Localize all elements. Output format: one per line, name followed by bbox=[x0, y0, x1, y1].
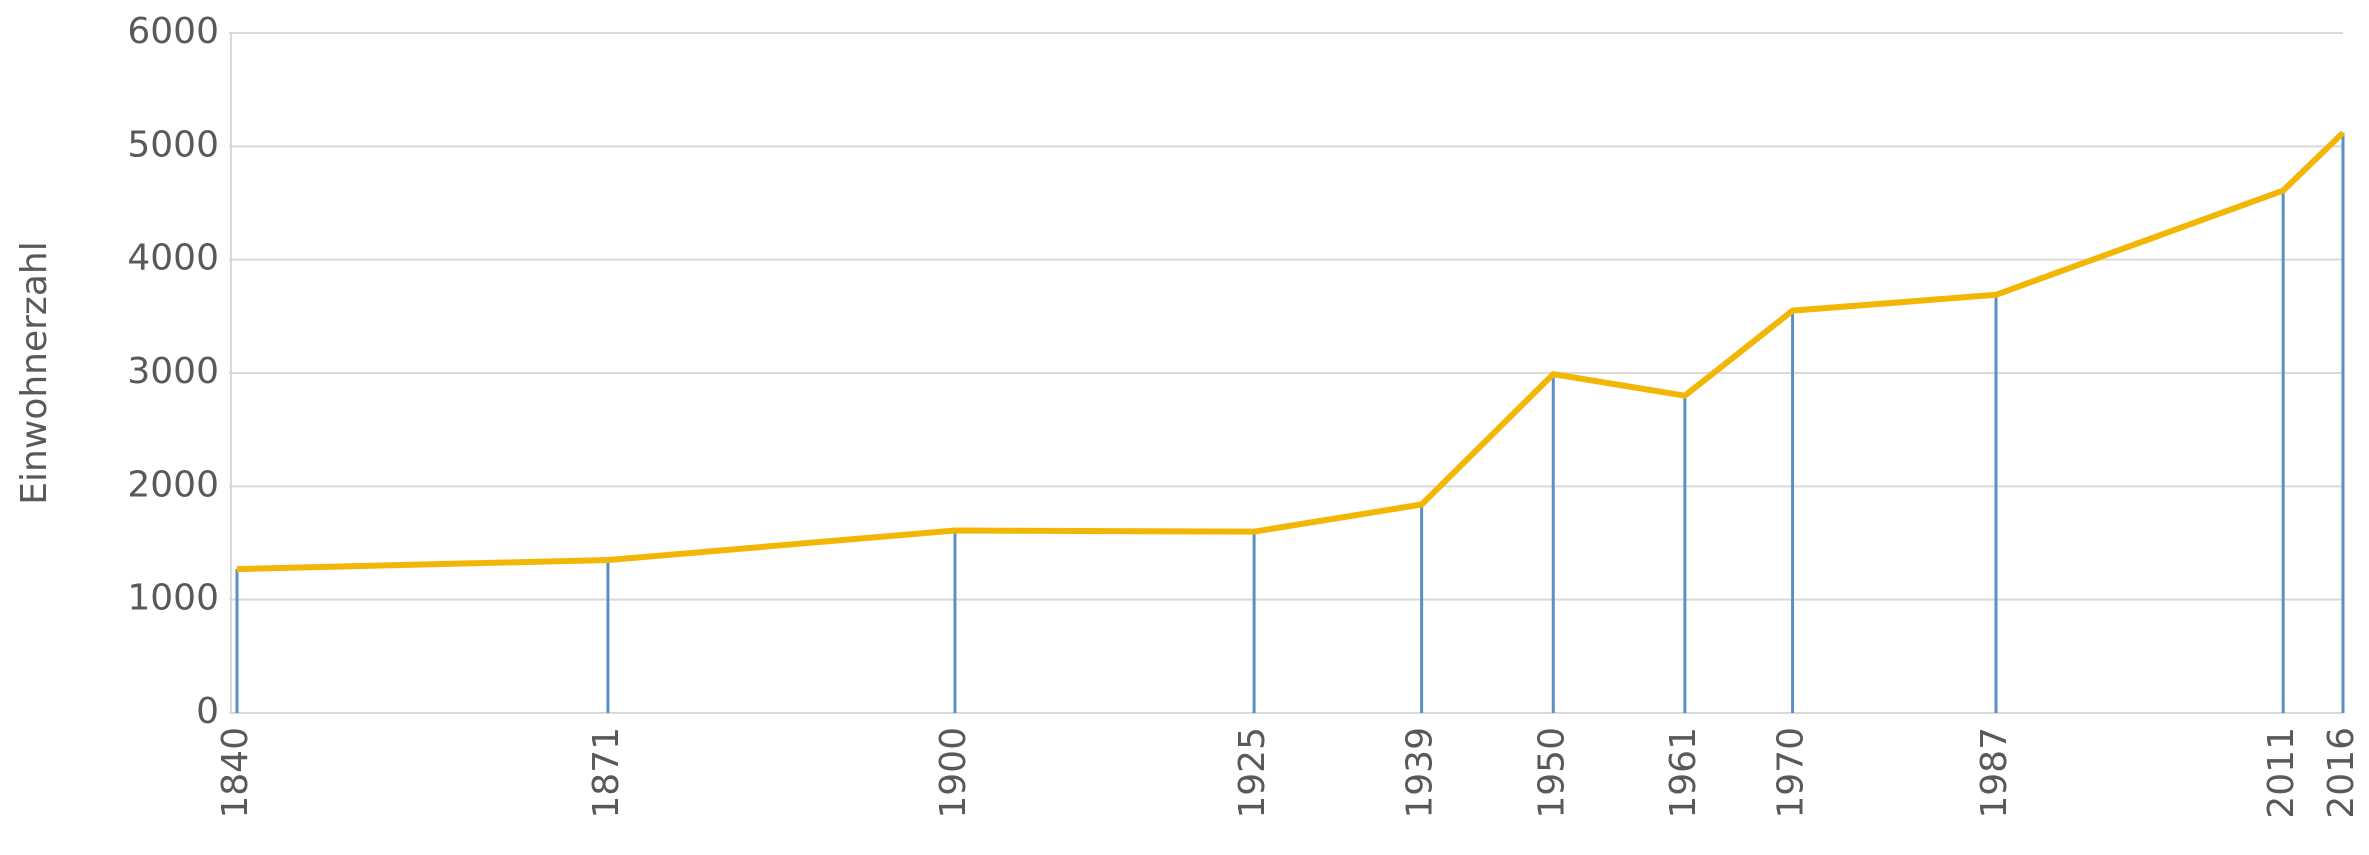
x-tick-label: 1987 bbox=[1974, 727, 2015, 819]
x-tick-label: 1900 bbox=[933, 727, 974, 819]
y-tick-label: 1000 bbox=[127, 578, 219, 619]
x-tick-label: 1961 bbox=[1663, 727, 1704, 819]
y-axis-label: Einwohnerzahl bbox=[14, 241, 55, 504]
y-tick-label: 2000 bbox=[127, 464, 219, 505]
x-tick-label: 1939 bbox=[1400, 727, 1441, 819]
x-tick-label: 1970 bbox=[1771, 727, 1812, 819]
y-tick-label: 6000 bbox=[127, 11, 219, 52]
x-tick-label: 2016 bbox=[2321, 727, 2362, 819]
y-tick-label: 5000 bbox=[127, 124, 219, 165]
x-tick-label: 1840 bbox=[215, 727, 256, 819]
y-tick-label: 4000 bbox=[127, 238, 219, 279]
x-tick-label: 1871 bbox=[586, 727, 627, 819]
y-tick-label: 0 bbox=[196, 691, 219, 732]
data-line bbox=[236, 130, 2346, 573]
x-tick-label: 1925 bbox=[1232, 727, 1273, 819]
x-tick-label: 2011 bbox=[2261, 727, 2302, 819]
y-tick-label: 3000 bbox=[127, 351, 219, 392]
x-tick-label: 1950 bbox=[1531, 727, 1572, 819]
